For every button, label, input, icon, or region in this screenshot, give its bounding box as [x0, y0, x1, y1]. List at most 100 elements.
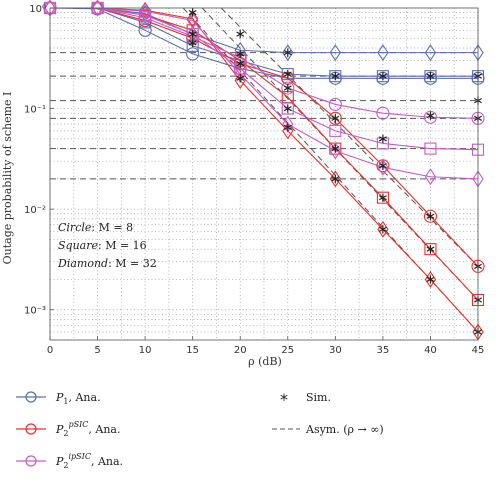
sim-star-stroke	[378, 226, 387, 232]
sim-star-marker	[378, 134, 387, 144]
legend-sim: * Sim.	[280, 390, 331, 409]
y-tick-label: 10⁻²	[24, 205, 46, 216]
x-tick-label: 25	[281, 345, 294, 356]
asymptote-lines	[50, 7, 479, 333]
sim-star-marker	[236, 59, 245, 68]
legend-label-asym: Asym. (ρ → ∞)	[305, 423, 384, 436]
diamond-marker	[187, 10, 199, 28]
sim-star-stroke	[188, 40, 197, 46]
square-marker	[281, 102, 294, 115]
sim-star-stroke	[426, 213, 435, 219]
x-tick-label: 10	[139, 345, 152, 356]
legend-p1: P1, Ana.	[16, 391, 101, 406]
sim-star-marker	[378, 193, 387, 202]
square-marker	[376, 191, 389, 204]
annotation-square: Square: M = 16	[58, 239, 147, 252]
square-marker	[376, 70, 389, 83]
square-marker	[281, 68, 294, 81]
sim-star-marker	[236, 49, 245, 59]
sim-star-stroke	[426, 276, 435, 283]
y-tick-label: 10⁻¹	[24, 105, 46, 116]
sim-star-stroke	[331, 145, 340, 152]
circle-marker	[423, 209, 437, 223]
x-tick-label: 5	[94, 345, 100, 356]
x-tick-label: 40	[424, 345, 437, 356]
circle-marker	[186, 47, 200, 61]
sim-star-marker	[426, 71, 435, 81]
sim-star-marker	[283, 48, 292, 57]
sim-star-stroke	[426, 113, 435, 119]
sim-star-stroke	[188, 31, 197, 37]
annotation-diamond: Diamond: M = 32	[57, 257, 157, 270]
diamond-marker	[282, 115, 294, 133]
sim-star-marker	[188, 29, 197, 39]
x-tick-label: 15	[186, 345, 199, 356]
diamond-marker	[377, 158, 389, 176]
sim-star-stroke	[188, 9, 197, 16]
x-tick-label: 35	[377, 345, 390, 356]
x-tick-label: 30	[329, 345, 342, 356]
star-marker-icon: *	[280, 390, 288, 409]
diamond-marker	[91, 0, 104, 17]
sim-star-marker	[331, 174, 340, 184]
legend-label-sim: Sim.	[306, 391, 331, 404]
diamond-marker	[329, 142, 341, 160]
x-tick-label: 45	[472, 345, 485, 356]
sim-star-stroke	[283, 105, 292, 112]
sim-star-marker	[283, 69, 292, 79]
sim-star-stroke	[236, 75, 245, 81]
series-line	[50, 7, 478, 54]
sim-star-marker	[378, 161, 387, 170]
x-axis-label: ρ (dB)	[248, 355, 282, 368]
sim-star-stroke	[426, 73, 435, 79]
circle-marker	[138, 23, 152, 37]
sim-star-stroke	[378, 136, 387, 142]
sim-star-marker	[188, 38, 197, 48]
legend-label-p2psic: P2pSIC, Ana.	[55, 420, 120, 438]
circle-marker-icon	[25, 391, 37, 403]
sim-star-stroke	[331, 176, 340, 182]
sim-star-marker	[426, 275, 435, 284]
sim-star-marker	[236, 74, 245, 83]
legend: P1, Ana. * Sim. P2pSIC, Ana. Asym. (ρ → …	[16, 390, 384, 470]
sim-star-stroke	[378, 195, 387, 201]
series-p2ipsic-diamond	[44, 0, 484, 188]
legend-label-p1: P1, Ana.	[55, 391, 101, 406]
axis-ticks: 0 5 10 15 20 25 30 35 40 45 10⁰ 10⁻¹ 10⁻² 10⁻³	[24, 4, 484, 356]
legend-p2psic: P2pSIC, Ana.	[16, 420, 120, 438]
circle-marker	[328, 97, 342, 111]
legend-label-p2ipsic: P2ipSIC, Ana.	[55, 452, 123, 470]
diamond-marker	[139, 2, 151, 20]
circle-marker	[281, 81, 295, 95]
sim-star-marker	[283, 123, 292, 132]
sim-star-stroke	[331, 115, 340, 121]
circle-marker	[423, 110, 437, 124]
y-tick-label: 10⁻³	[24, 306, 46, 317]
sim-star-marker	[378, 71, 387, 81]
legend-asym: Asym. (ρ → ∞)	[272, 423, 384, 436]
sim-star-marker	[331, 144, 340, 153]
square-marker	[424, 142, 437, 155]
sim-star-marker	[426, 212, 435, 221]
circle-marker	[376, 106, 390, 120]
sim-star-marker	[426, 111, 435, 120]
sim-star-stroke	[378, 73, 387, 79]
sim-star-marker	[426, 244, 435, 254]
annotation-circle: Circle: M = 8	[58, 221, 133, 234]
square-marker	[424, 70, 437, 83]
square-marker	[329, 70, 342, 83]
y-tick-label: 10⁰	[29, 4, 46, 15]
sim-star-stroke	[236, 51, 245, 57]
y-axis-label: Outage probability of scheme I	[1, 92, 14, 265]
series-line	[50, 7, 478, 77]
plot-frame	[49, 7, 479, 341]
sim-star-marker	[236, 29, 245, 39]
sim-star-stroke	[426, 246, 435, 252]
sim-star-marker	[331, 71, 340, 81]
square-marker	[329, 124, 342, 137]
series-line	[50, 7, 479, 267]
sim-star-stroke	[283, 124, 292, 131]
sim-star-marker	[331, 114, 340, 123]
diamond-marker	[282, 122, 294, 140]
